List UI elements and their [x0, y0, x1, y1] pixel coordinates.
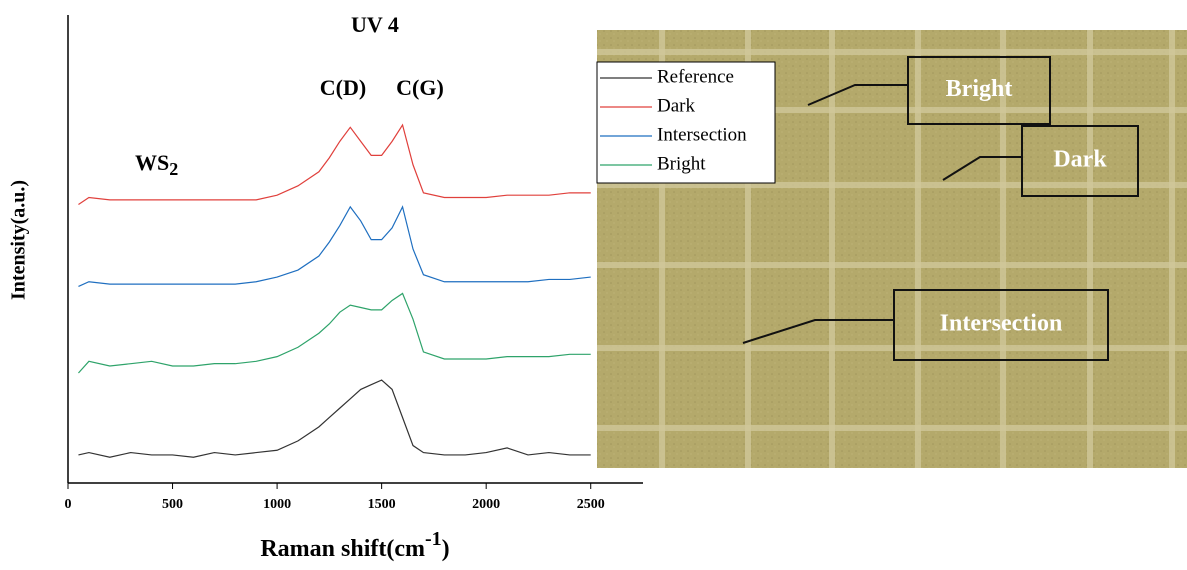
annotation-text: WS: [135, 150, 169, 175]
image-grid-line: [597, 425, 1187, 431]
image-grid-line: [597, 49, 1187, 55]
image-label: Intersection: [940, 311, 1063, 337]
y-axis-label: Intensity(a.u.): [8, 180, 30, 300]
image-grid-line: [1000, 30, 1006, 468]
leader-line: [942, 156, 1022, 181]
annotation: WS2: [135, 150, 178, 179]
series-line: [78, 205, 591, 287]
image-grid-line: [597, 345, 1187, 351]
annotation: C(G): [396, 75, 444, 100]
image-grid-line: [1169, 30, 1175, 468]
label-box: [1021, 125, 1139, 197]
x-tick-label: 2000: [472, 497, 500, 512]
annotation-subscript: 2: [169, 159, 178, 179]
leader-line: [742, 319, 894, 344]
image-label: Bright: [946, 76, 1013, 102]
legend-label: Bright: [657, 153, 706, 174]
x-tick-label: 1000: [263, 497, 291, 512]
label-box: [893, 289, 1109, 361]
x-axis-label-text: Raman shift(cm: [260, 536, 425, 562]
leader-line: [807, 84, 908, 106]
x-tick-label: 2500: [577, 497, 605, 512]
image-grid-line: [829, 30, 835, 468]
x-tick-label: 500: [162, 497, 183, 512]
image-grid-line: [745, 30, 751, 468]
image-grid-line: [597, 182, 1187, 188]
image-grid-line: [1087, 30, 1093, 468]
annotation: C(D): [320, 75, 366, 100]
x-axis-label-sup: -1: [425, 528, 442, 550]
series-line: [78, 292, 591, 374]
image-grid-line: [597, 262, 1187, 268]
plot: 0 500 1000 1500 2000 2500 UV 4 C(D) C(G) WS2 Inten…: [8, 12, 776, 562]
image-grid-line: [915, 30, 921, 468]
legend-label: Reference: [657, 66, 734, 87]
series-line: [78, 123, 591, 206]
image-grid-line: [659, 30, 665, 468]
x-tick-label: 1500: [368, 497, 396, 512]
image-grid-line: [597, 107, 1187, 113]
chart-title: UV 4: [351, 12, 399, 37]
legend-label: Intersection: [657, 124, 747, 145]
legend-box: [596, 61, 776, 184]
legend-label: Dark: [657, 95, 695, 116]
x-axis-label: Raman shift(cm-1): [260, 528, 449, 562]
microscope-image: Bright Dark Intersection: [597, 30, 1187, 468]
image-label: Dark: [1053, 147, 1107, 173]
x-axis-label-end: ): [442, 536, 450, 562]
x-tick-label: 0: [65, 497, 72, 512]
series-line: [78, 379, 591, 458]
label-box: [907, 56, 1051, 125]
